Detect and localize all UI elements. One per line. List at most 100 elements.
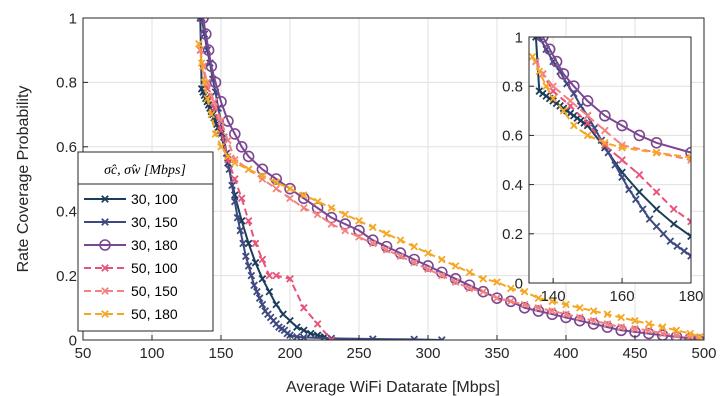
legend-title: σ̂c, σ̂w [Mbps] bbox=[104, 163, 186, 178]
data-point bbox=[244, 165, 253, 174]
data-point bbox=[687, 153, 691, 162]
y-tick-label: 0.2 bbox=[56, 268, 77, 285]
data-point bbox=[437, 271, 446, 280]
data-point bbox=[368, 239, 377, 248]
data-point bbox=[599, 109, 611, 122]
data-point bbox=[258, 300, 267, 309]
data-point bbox=[615, 324, 628, 337]
data-point bbox=[451, 278, 460, 286]
data-point bbox=[687, 232, 691, 241]
data-point bbox=[650, 136, 663, 149]
data-point bbox=[573, 314, 586, 327]
data-point bbox=[230, 159, 239, 167]
series-line bbox=[541, 37, 691, 154]
data-point bbox=[652, 148, 661, 157]
data-point bbox=[589, 307, 598, 315]
data-point bbox=[286, 194, 294, 203]
data-point bbox=[230, 197, 239, 206]
legend-entry: 50, 150 bbox=[84, 283, 178, 299]
data-point bbox=[506, 297, 515, 306]
data-point bbox=[355, 233, 363, 241]
data-point bbox=[635, 188, 644, 196]
data-point bbox=[313, 197, 322, 206]
data-point bbox=[581, 95, 594, 107]
data-point bbox=[633, 129, 646, 142]
data-point bbox=[687, 217, 691, 226]
data-point bbox=[518, 301, 531, 314]
x-tick-label: 450 bbox=[622, 345, 647, 362]
main-tick-labels: 50 100 150 200 250 300 350 400 450 500 0 0.2 0.4 0.6 0… bbox=[56, 10, 716, 362]
legend-marker bbox=[101, 218, 109, 226]
data-point bbox=[205, 60, 218, 73]
data-point bbox=[658, 323, 667, 331]
data-point bbox=[465, 284, 474, 293]
data-point bbox=[272, 300, 281, 309]
data-point bbox=[236, 226, 245, 235]
data-point bbox=[542, 82, 551, 91]
data-point bbox=[299, 191, 308, 199]
y-tick-label: 0.4 bbox=[502, 177, 523, 194]
data-point bbox=[520, 300, 529, 309]
inset-axes: 140 160 180 0 0.2 0.4 0.6 0.8 1 bbox=[502, 29, 703, 305]
legend-entry: 50, 100 bbox=[84, 260, 178, 276]
data-point bbox=[549, 82, 557, 91]
data-point bbox=[251, 258, 260, 267]
data-point bbox=[251, 239, 260, 248]
data-point bbox=[408, 253, 421, 266]
y-axis-title: Rate Coverage Probability bbox=[15, 86, 32, 273]
data-point bbox=[424, 265, 432, 273]
data-point bbox=[256, 163, 269, 176]
legend-entry: 30, 100 bbox=[84, 191, 178, 207]
data-point bbox=[506, 284, 515, 293]
data-point bbox=[611, 161, 620, 169]
data-point bbox=[548, 297, 557, 306]
data-point bbox=[368, 223, 377, 232]
data-point bbox=[520, 287, 529, 296]
data-point bbox=[587, 318, 600, 330]
data-point bbox=[265, 287, 274, 296]
data-point bbox=[562, 300, 570, 309]
data-point bbox=[600, 138, 609, 147]
data-point bbox=[222, 115, 234, 127]
data-point bbox=[686, 329, 695, 338]
data-point bbox=[209, 76, 222, 89]
data-point bbox=[327, 204, 336, 212]
x-tick-label: 300 bbox=[415, 345, 440, 362]
x-tick-label: 200 bbox=[277, 345, 302, 362]
data-point bbox=[272, 178, 281, 187]
legend-entry: 30, 180 bbox=[84, 237, 178, 253]
data-point bbox=[652, 222, 661, 231]
inset-series bbox=[529, 37, 691, 260]
data-point bbox=[341, 226, 350, 235]
data-point bbox=[197, 18, 209, 24]
x-tick-label: 100 bbox=[139, 345, 164, 362]
data-point bbox=[644, 320, 653, 328]
x-axis-title: Average WiFi Datarate [Mbps] bbox=[286, 379, 500, 396]
data-point bbox=[575, 303, 584, 312]
data-point bbox=[600, 126, 609, 135]
data-point bbox=[299, 303, 308, 312]
data-point bbox=[617, 313, 626, 322]
data-point bbox=[210, 97, 218, 106]
data-point bbox=[559, 106, 568, 115]
data-point bbox=[229, 128, 241, 140]
data-point bbox=[396, 236, 405, 245]
data-point bbox=[568, 80, 580, 92]
data-point bbox=[224, 136, 232, 145]
y-tick-label: 0.8 bbox=[56, 75, 77, 92]
data-point bbox=[534, 294, 543, 302]
data-point bbox=[228, 181, 236, 190]
data-point bbox=[550, 55, 563, 68]
data-point bbox=[635, 170, 644, 179]
data-point bbox=[286, 274, 294, 283]
data-point bbox=[279, 310, 287, 319]
data-point bbox=[529, 52, 537, 61]
data-point bbox=[669, 205, 678, 214]
data-point bbox=[672, 326, 681, 335]
data-point bbox=[548, 307, 557, 315]
x-tick-label: 400 bbox=[553, 345, 578, 362]
y-tick-label: 0.4 bbox=[56, 203, 77, 220]
y-tick-label: 1 bbox=[515, 29, 523, 46]
data-point bbox=[562, 310, 570, 319]
